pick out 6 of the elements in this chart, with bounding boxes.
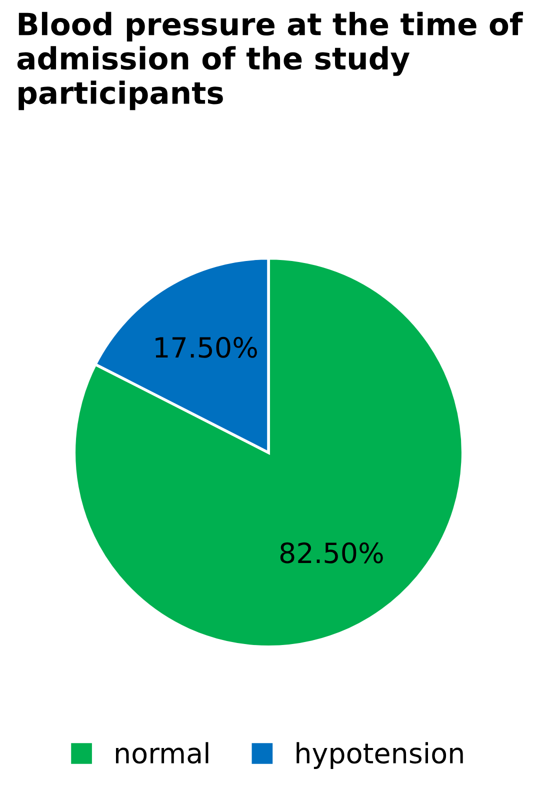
chart-title: Blood pressure at the time of admission of the study participants <box>17 12 524 110</box>
pie-slice <box>72 256 464 648</box>
legend-label: normal <box>116 742 208 764</box>
data-label: 82.50% <box>280 542 383 564</box>
data-label: 17.50% <box>156 336 257 358</box>
legend-label: hypotension <box>296 742 463 769</box>
